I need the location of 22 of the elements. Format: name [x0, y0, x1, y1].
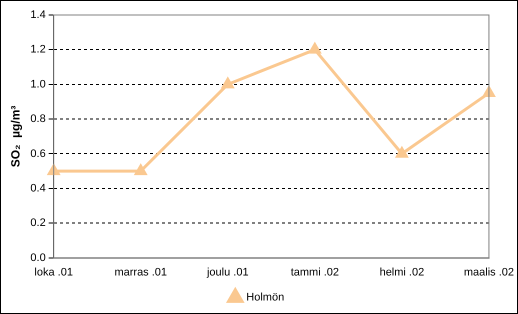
legend-label: Holmön	[246, 292, 284, 304]
point	[48, 164, 60, 176]
point	[134, 164, 147, 176]
x-tick-label: joulu .01	[206, 266, 249, 278]
x-tick-label: marras .01	[114, 266, 168, 278]
point	[309, 43, 321, 54]
x-tick-label: helmi .02	[380, 266, 424, 278]
y-axis-title: SO₂ µg/m³	[8, 106, 23, 168]
point	[222, 78, 234, 88]
x-tick-label: maalis .02	[464, 266, 514, 278]
point	[396, 147, 408, 158]
y-tick-label: 0.6	[30, 148, 46, 160]
y-tick-label: 1.0	[30, 78, 46, 90]
x-tick-label: loka .01	[34, 266, 73, 278]
point	[483, 86, 495, 98]
y-tick-label: 0.4	[30, 182, 46, 194]
y-tick-label: 0.2	[30, 217, 46, 230]
y-tick-label: 1.4	[30, 9, 46, 22]
y-tick-label: 0.0	[30, 252, 46, 264]
y-tick-label: 0.8	[30, 113, 46, 126]
x-tick-label: tammi .02	[290, 266, 339, 278]
y-tick-label: 1.2	[30, 44, 46, 56]
